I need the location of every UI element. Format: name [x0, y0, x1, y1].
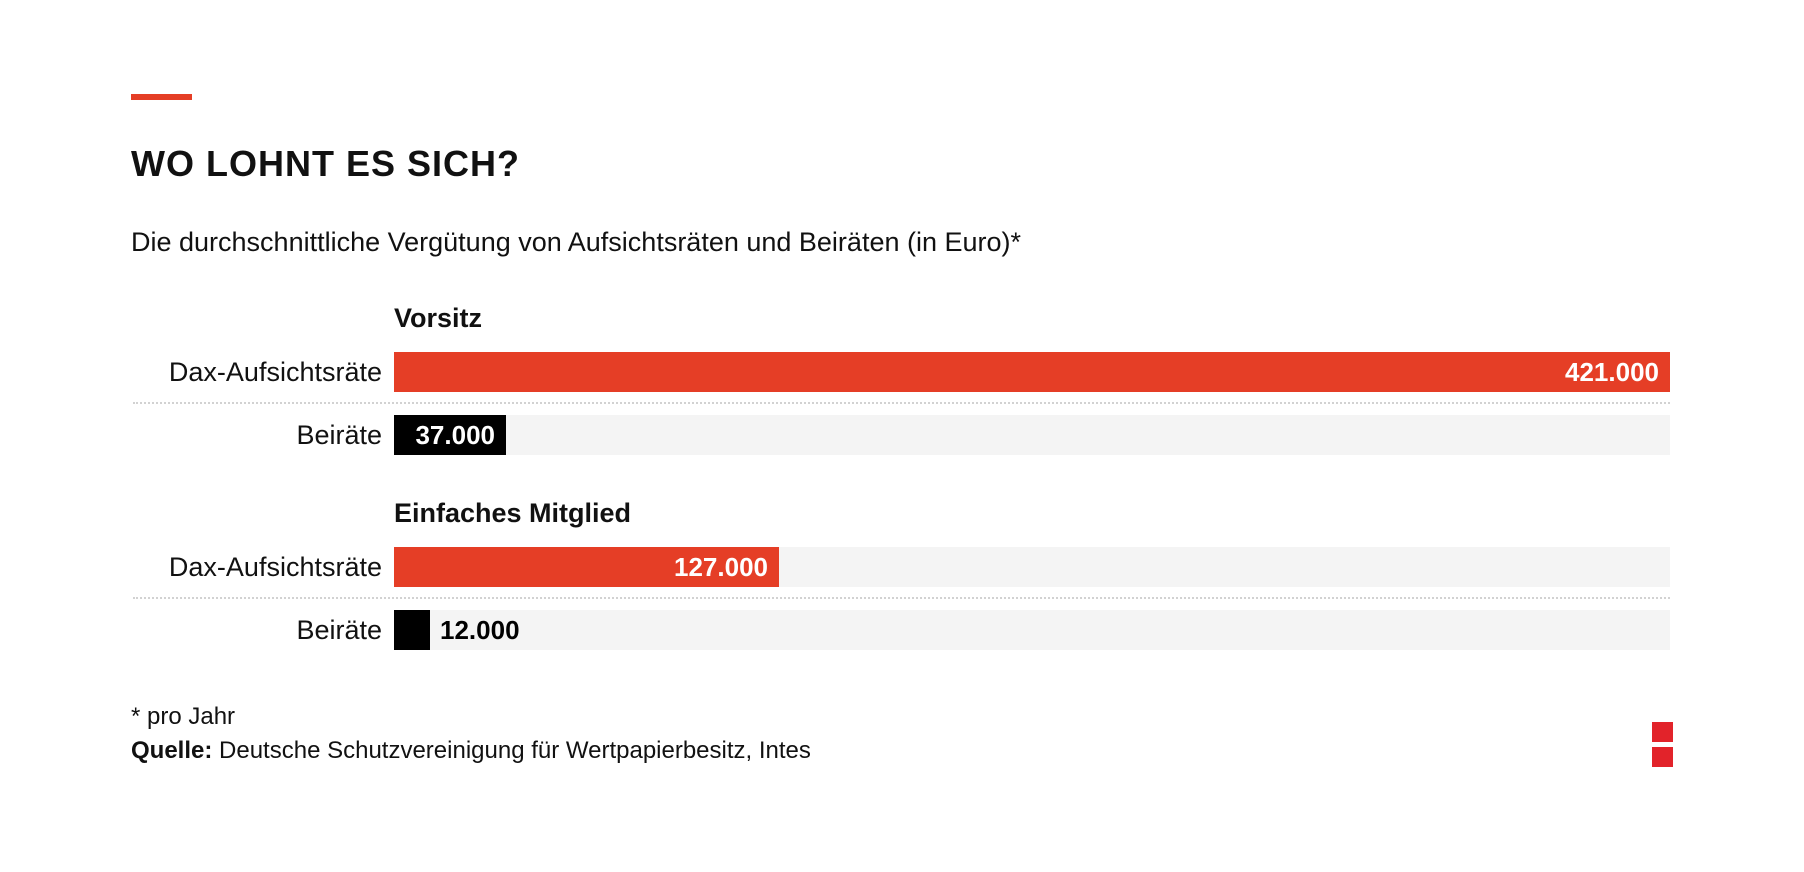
bar-track: 12.000	[394, 610, 1670, 650]
value-label: 421.000	[1565, 357, 1659, 387]
source-text: Deutsche Schutzvereinigung für Wertpapie…	[212, 737, 811, 764]
bar-track: 421.000	[394, 352, 1670, 392]
value-label: 37.000	[415, 420, 495, 450]
logo-square-bottom	[1652, 747, 1673, 767]
row-label: Dax-Aufsichtsräte	[168, 357, 382, 387]
value-label: 12.000	[440, 615, 520, 645]
bar	[394, 610, 430, 650]
publisher-logo-icon	[1652, 722, 1673, 767]
value-label: 127.000	[674, 552, 768, 582]
row-label: Beiräte	[296, 615, 382, 645]
row-label: Beiräte	[296, 420, 382, 450]
group-title: Einfaches Mitglied	[394, 498, 632, 528]
logo-square-top	[1652, 722, 1673, 742]
bar	[394, 352, 1670, 392]
chart-title: WO LOHNT ES SICH?	[131, 143, 520, 184]
source-line: Quelle: Deutsche Schutzvereinigung für W…	[131, 734, 811, 768]
row-divider	[133, 597, 1670, 599]
row-divider	[133, 402, 1670, 404]
bar-track: 37.000	[394, 415, 1670, 455]
row-label: Dax-Aufsichtsräte	[168, 552, 382, 582]
footnote: * pro Jahr	[131, 703, 236, 730]
bar	[394, 547, 779, 587]
group-title: Vorsitz	[394, 303, 483, 333]
bar	[394, 415, 506, 455]
chart-subtitle: Die durchschnittliche Vergütung von Aufs…	[131, 227, 1022, 257]
accent-line	[131, 94, 192, 100]
source-label: Quelle:	[131, 737, 213, 764]
bar-track: 127.000	[394, 547, 1670, 587]
